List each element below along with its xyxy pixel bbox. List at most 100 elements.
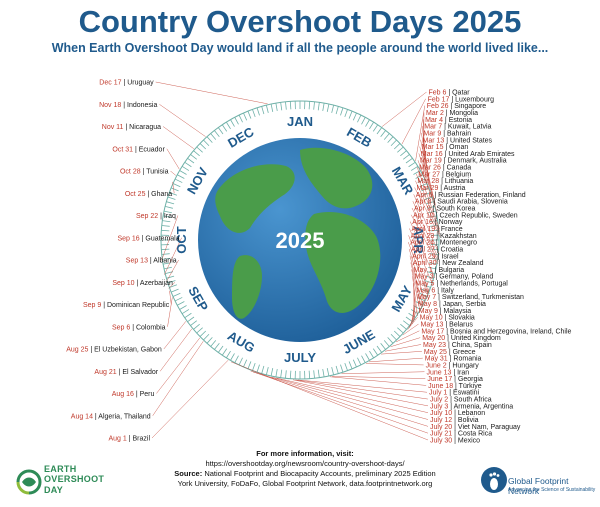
ring-tick xyxy=(165,271,173,275)
country-name: | Singapore xyxy=(449,103,487,110)
more-info-url[interactable]: https://overshootday.org/newsroom/countr… xyxy=(205,459,405,469)
month-label-sep: SEP xyxy=(185,284,211,314)
country-date: Oct 28 xyxy=(120,169,141,176)
country-name: | Czech Republic, Sweden xyxy=(434,212,518,219)
ring-tick xyxy=(199,330,207,337)
month-label-apr: APR xyxy=(411,226,426,254)
country-label: May 10 | Slovakia xyxy=(420,315,475,322)
ring-tick xyxy=(261,365,265,374)
country-label: Oct 25 | Ghana xyxy=(125,191,172,198)
country-name: | Qatar xyxy=(446,90,470,97)
ring-tick xyxy=(357,114,362,123)
ring-tick xyxy=(390,333,397,341)
ring-tick xyxy=(376,345,383,353)
month-label-aug: AUG xyxy=(225,328,258,355)
country-label: May 25 | Greece xyxy=(424,349,476,356)
country-label: July 2 | South Africa xyxy=(430,397,492,404)
country-date: Nov 18 xyxy=(99,102,121,109)
country-name: | Albania xyxy=(148,258,177,265)
leader-line xyxy=(332,376,426,379)
country-name: | Kuwait, Latvia xyxy=(442,124,491,131)
country-date: Oct 25 xyxy=(125,191,146,198)
country-date: Mar 19 xyxy=(420,158,442,165)
country-label: May 1 | Bulgaria xyxy=(414,267,465,274)
country-date: April 23 xyxy=(411,233,435,240)
ring-tick xyxy=(221,348,228,356)
country-date: June 17 xyxy=(427,376,452,383)
country-date: July 21 xyxy=(430,431,452,438)
country-label: Mar 13 | United States xyxy=(423,137,493,144)
country-date: Sep 13 xyxy=(126,258,148,265)
leader-line xyxy=(166,259,179,282)
leader-line xyxy=(415,105,425,161)
country-date: July 3 xyxy=(430,403,448,410)
country-name: | China, Spain xyxy=(446,342,492,349)
eod-line-3: DAY xyxy=(44,484,64,495)
ring-tick xyxy=(317,369,320,378)
leader-line xyxy=(163,321,187,350)
ring-tick xyxy=(427,271,435,275)
country-name: | Croatia xyxy=(435,246,463,253)
ring-tick xyxy=(210,133,217,140)
country-date: July 10 xyxy=(430,410,452,417)
leader-line xyxy=(408,235,430,294)
ring-tick xyxy=(419,183,428,188)
country-name: | Germany, Poland xyxy=(434,274,494,281)
country-label: Mar 9 | Bahrain xyxy=(423,130,471,137)
country-date: July 1 xyxy=(429,390,447,397)
ring-tick xyxy=(226,350,231,359)
country-label: July 21 | Costa Rica xyxy=(430,431,492,438)
ring-tick xyxy=(234,117,239,125)
country-name: | Peru xyxy=(134,391,155,398)
country-label: May 17 | Bosnia and Herzegovina, Ireland… xyxy=(421,328,571,335)
country-label: July 10 | Lebanon xyxy=(430,410,485,417)
country-name: | Montenegro xyxy=(434,240,477,247)
country-name: | Hungary xyxy=(447,362,480,369)
ring-tick xyxy=(238,357,243,366)
ring-tick xyxy=(361,355,366,363)
ring-tick xyxy=(247,361,252,370)
ring-tick xyxy=(430,229,439,232)
ring-tick xyxy=(196,327,203,334)
country-date: April 29 xyxy=(412,253,436,260)
leader-line xyxy=(420,139,434,199)
leader-line xyxy=(231,361,429,441)
country-name: | Bolivia xyxy=(452,417,478,424)
leader-line xyxy=(168,282,176,289)
ring-tick xyxy=(206,136,213,143)
leader-line xyxy=(408,248,426,303)
country-name: | Malaysia xyxy=(438,308,471,315)
ring-tick xyxy=(383,133,390,140)
country-label: May 8 | Japan, Serbia xyxy=(418,301,486,308)
country-label: Sep 16 | Guatemala xyxy=(117,235,179,242)
ring-tick xyxy=(415,174,423,179)
ring-tick xyxy=(161,225,170,227)
country-date: May 10 xyxy=(420,315,443,322)
ring-tick xyxy=(372,124,379,132)
ring-tick xyxy=(190,320,198,326)
country-name: | Greece xyxy=(447,349,476,356)
ring-tick xyxy=(193,323,200,330)
country-name: | Costa Rica xyxy=(452,431,492,438)
country-label: Mar 16 | United Arab Emirates xyxy=(421,151,515,158)
ring-tick xyxy=(397,327,404,334)
country-label: Sep 10 | Azerbaijan xyxy=(112,280,173,287)
country-name: | Bosnia and Herzegovina, Ireland, Chile xyxy=(444,328,571,335)
global-footprint-network-logo xyxy=(481,467,507,493)
country-label: April 27 | Croatia xyxy=(411,246,463,253)
country-date: May 31 xyxy=(425,356,448,363)
ring-tick xyxy=(161,248,170,251)
ring-tick xyxy=(427,205,435,209)
country-label: April 24 | Montenegro xyxy=(410,240,477,247)
ring-tick xyxy=(179,305,187,310)
country-name: | Canada xyxy=(441,165,471,172)
country-name: | Eswatini xyxy=(447,390,479,397)
country-date: May 25 xyxy=(424,349,447,356)
ring-tick xyxy=(163,266,172,270)
country-label: June 17 | Georgia xyxy=(427,376,483,383)
ring-tick xyxy=(163,215,172,218)
country-label: Dec 17 | Uruguay xyxy=(99,80,154,87)
leader-line xyxy=(166,148,180,170)
country-date: May 5 xyxy=(415,281,434,288)
ring-tick xyxy=(214,130,220,138)
